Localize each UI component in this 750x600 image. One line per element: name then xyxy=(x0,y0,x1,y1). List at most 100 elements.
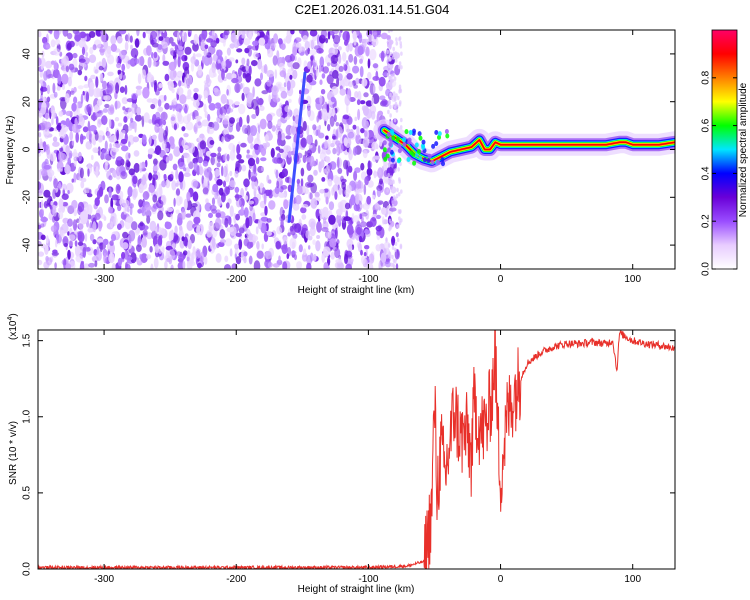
noise-speck xyxy=(170,229,174,241)
noise-speck xyxy=(104,194,109,204)
noise-speck xyxy=(173,146,181,157)
noise-speck xyxy=(211,208,218,214)
noise-speck xyxy=(162,120,167,126)
noise-speck xyxy=(316,235,321,239)
noise-speck xyxy=(103,252,107,264)
noise-speck xyxy=(308,144,313,149)
noise-speck xyxy=(222,112,226,120)
noise-speck xyxy=(278,148,284,153)
noise-speck xyxy=(238,159,245,164)
noise-speck xyxy=(226,47,231,56)
noise-speck xyxy=(395,263,399,269)
noise-speck xyxy=(177,30,180,41)
noise-speck xyxy=(84,233,88,242)
noise-speck xyxy=(126,256,133,261)
noise-speck xyxy=(329,115,335,127)
noise-speck xyxy=(118,50,126,60)
noise-speck xyxy=(292,203,300,211)
noise-speck xyxy=(292,69,298,80)
signal-blob xyxy=(402,142,407,147)
noise-speck xyxy=(158,83,163,89)
noise-speck xyxy=(380,50,385,62)
colorbar-tick-label: 0.4 xyxy=(701,166,712,180)
noise-speck xyxy=(353,170,358,181)
noise-speck xyxy=(117,204,122,212)
noise-speck xyxy=(325,37,329,44)
noise-speck xyxy=(238,227,245,234)
noise-speck xyxy=(211,237,216,248)
signal-blob xyxy=(386,131,391,137)
noise-speck xyxy=(80,180,85,189)
snr-frame xyxy=(37,329,676,570)
noise-speck xyxy=(354,193,360,205)
noise-speck xyxy=(93,87,101,98)
noise-speck xyxy=(271,125,276,132)
noise-speck xyxy=(223,30,230,36)
noise-speck xyxy=(333,114,337,123)
signal-blob xyxy=(434,141,439,147)
noise-speck xyxy=(398,36,402,41)
noise-speck xyxy=(178,171,184,183)
noise-speck xyxy=(104,103,110,109)
noise-speck xyxy=(108,252,115,264)
noise-speck xyxy=(58,110,64,117)
noise-speck xyxy=(151,98,159,105)
noise-speck xyxy=(317,145,321,154)
noise-speck xyxy=(67,76,72,87)
noise-speck xyxy=(353,55,358,65)
noise-speck xyxy=(78,40,87,49)
noise-speck xyxy=(258,37,266,46)
noise-speck xyxy=(130,252,137,264)
noise-speck xyxy=(97,146,101,156)
noise-speck xyxy=(389,51,393,57)
noise-speck xyxy=(362,150,368,159)
signal-blob xyxy=(431,143,436,149)
noise-speck xyxy=(162,60,170,66)
snr-panel: -300 -200 -100 0 100 0.0 0.5 1.0 1.5 Height of … xyxy=(7,313,676,595)
noise-speck xyxy=(371,141,378,150)
noise-speck xyxy=(178,51,184,56)
noise-speck xyxy=(319,79,323,85)
noise-speck xyxy=(56,124,62,131)
noise-speck xyxy=(287,150,292,158)
spectrogram-y-tick-label: 0 xyxy=(22,146,33,152)
noise-speck xyxy=(158,234,163,240)
noise-speck xyxy=(244,195,249,201)
noise-speck xyxy=(392,73,396,78)
noise-speck xyxy=(102,108,108,113)
noise-speck xyxy=(136,30,140,37)
noise-speck xyxy=(190,56,196,64)
noise-speck xyxy=(330,54,339,64)
noise-speck xyxy=(79,31,87,39)
noise-speck xyxy=(359,213,363,220)
noise-speck xyxy=(241,92,245,102)
noise-speck xyxy=(211,197,216,206)
noise-speck xyxy=(38,259,43,266)
noise-speck xyxy=(329,161,337,170)
noise-speck xyxy=(203,255,208,265)
noise-speck xyxy=(337,156,340,169)
noise-speck xyxy=(231,77,239,84)
noise-speck xyxy=(130,117,134,123)
signal-blob xyxy=(397,143,402,149)
noise-speck xyxy=(374,35,377,40)
noise-speck xyxy=(147,56,152,68)
noise-speck xyxy=(352,215,360,223)
noise-speck xyxy=(234,194,243,199)
noise-speck xyxy=(158,131,165,143)
noise-speck xyxy=(331,86,339,96)
noise-speck xyxy=(178,253,186,261)
noise-speck xyxy=(373,84,376,94)
noise-speck xyxy=(378,76,386,87)
noise-speck xyxy=(181,236,185,242)
noise-speck xyxy=(345,45,349,52)
noise-speck xyxy=(116,62,122,69)
noise-speck xyxy=(173,197,176,207)
noise-speck xyxy=(149,134,152,146)
noise-speck xyxy=(199,140,207,150)
noise-speck xyxy=(115,55,119,64)
signal-blob xyxy=(430,160,435,165)
noise-speck xyxy=(234,101,240,106)
noise-speck xyxy=(336,213,342,224)
noise-speck xyxy=(333,34,341,45)
